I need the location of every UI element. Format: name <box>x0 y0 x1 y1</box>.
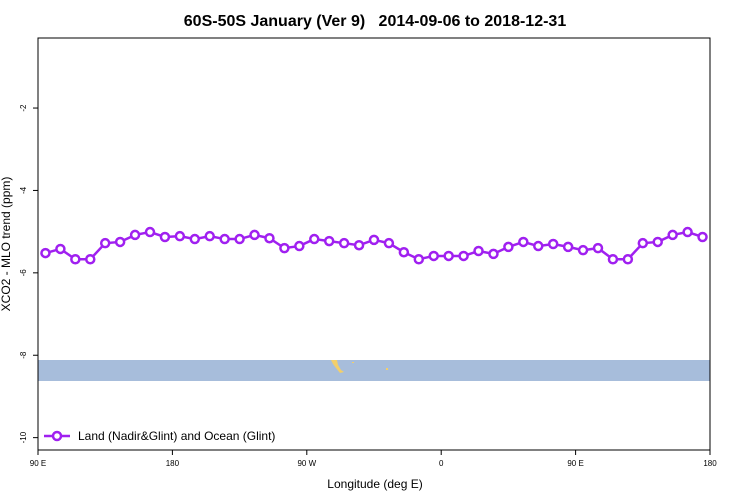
data-point <box>294 240 305 252</box>
data-point <box>234 233 245 245</box>
data-point <box>85 253 96 265</box>
data-point <box>40 247 51 259</box>
legend-label: Land (Nadir&Glint) and Ocean (Glint) <box>78 429 275 443</box>
data-point <box>488 248 499 260</box>
chart-title: 60S-50S January (Ver 9) 2014-09-06 to 20… <box>184 13 567 30</box>
data-point <box>204 230 215 242</box>
data-point <box>622 253 634 265</box>
x-tick-label: 90 W <box>297 459 316 468</box>
data-point <box>577 244 589 256</box>
land-patch <box>352 362 354 363</box>
x-tick-label: 180 <box>703 459 717 468</box>
map-strip <box>38 360 710 381</box>
y-tick-label: -8 <box>19 351 28 359</box>
x-tick-label: 90 E <box>567 459 583 468</box>
data-point <box>383 237 395 249</box>
data-point <box>159 231 171 243</box>
y-tick-label: -2 <box>19 104 28 112</box>
data-point <box>249 229 260 241</box>
data-point <box>99 237 111 249</box>
y-tick-label: -6 <box>19 269 28 277</box>
data-point <box>338 237 350 249</box>
y-tick-label: -10 <box>19 431 28 443</box>
data-point <box>189 233 201 245</box>
data-point <box>473 245 484 257</box>
data-point <box>55 243 66 255</box>
x-axis-label: Longitude (deg E) <box>327 477 422 491</box>
data-point <box>114 236 126 248</box>
data-point <box>697 231 708 243</box>
data-point <box>144 226 156 238</box>
y-axis-label: XCO2 - MLO trend (ppm) <box>0 177 13 312</box>
data-point <box>607 253 619 265</box>
data-point <box>70 253 81 265</box>
data-point <box>174 230 186 242</box>
data-point <box>503 241 514 253</box>
data-point <box>562 241 574 253</box>
data-point <box>353 239 365 251</box>
y-tick-label: -4 <box>19 186 28 194</box>
x-tick-label: 180 <box>166 459 180 468</box>
land-patch <box>386 368 388 370</box>
data-point <box>533 240 544 252</box>
plot-frame <box>37 37 711 451</box>
data-point <box>652 236 663 248</box>
data-point <box>129 229 141 241</box>
data-point <box>413 253 425 265</box>
data-point <box>428 250 439 262</box>
data-point <box>279 242 290 254</box>
data-point <box>398 246 410 258</box>
data-point <box>518 236 529 248</box>
data-point <box>443 250 454 262</box>
data-point <box>309 233 320 245</box>
data-point <box>458 250 469 262</box>
ocean-band <box>38 360 710 381</box>
x-tick-label: 0 <box>439 459 444 468</box>
data-point <box>592 242 604 254</box>
data-point <box>667 229 678 241</box>
x-tick-label: 90 E <box>30 459 46 468</box>
data-point <box>547 238 559 250</box>
legend-marker <box>51 430 63 442</box>
data-point <box>637 237 649 249</box>
data-point <box>682 226 693 238</box>
data-point <box>264 232 275 244</box>
data-point <box>368 234 380 246</box>
land-patch <box>331 360 344 373</box>
data-point <box>323 235 335 247</box>
data-point <box>219 233 230 245</box>
